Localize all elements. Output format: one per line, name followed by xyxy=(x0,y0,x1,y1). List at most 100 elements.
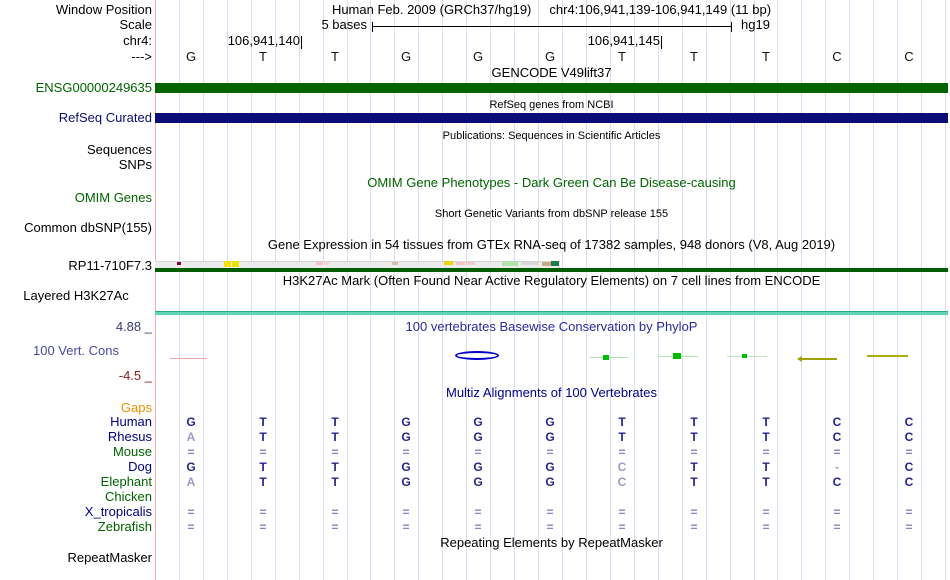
grid-line xyxy=(394,0,395,580)
alignment-base: G xyxy=(473,415,483,429)
grid-line xyxy=(418,0,419,580)
repeatmasker-track-title[interactable]: Repeating Elements by RepeatMasker xyxy=(440,535,663,550)
alignment-base: = xyxy=(259,505,267,519)
refseq-track-title[interactable]: RefSeq genes from NCBI xyxy=(489,99,614,111)
refseq-item-label[interactable]: RefSeq Curated xyxy=(58,110,152,125)
ruler-base: C xyxy=(904,49,914,64)
coord-left: 106,941,140 xyxy=(227,33,300,48)
gencode-item-label[interactable]: ENSG00000249635 xyxy=(35,80,152,95)
publications-item-sequences[interactable]: Sequences xyxy=(86,142,152,157)
gtex-expression-tick xyxy=(392,262,398,265)
gtex-item-label[interactable]: RP11-710F7.3 xyxy=(68,258,152,273)
alignment-base: G xyxy=(401,415,411,429)
alignment-base: = xyxy=(474,445,482,459)
position-text: chr4:106,941,139-106,941,149 (11 bp) xyxy=(549,2,772,17)
grid-line xyxy=(801,0,802,580)
gtex-transcript-bar[interactable] xyxy=(155,268,948,272)
grid-line xyxy=(179,0,180,580)
conservation-min-label: -4.5 _ xyxy=(118,368,152,383)
h3k27ac-track-title[interactable]: H3K27Ac Mark (Often Found Near Active Re… xyxy=(282,273,821,288)
alignment-base: = xyxy=(331,520,339,534)
conservation-arrowhead xyxy=(797,356,802,362)
alignment-base: T xyxy=(331,415,339,429)
species-label-x_tropicalis[interactable]: X_tropicalis xyxy=(84,504,152,519)
grid-line xyxy=(777,0,778,580)
refseq-transcript-bar[interactable] xyxy=(155,113,948,123)
gtex-expression-tick xyxy=(456,262,465,265)
alignment-base: G xyxy=(186,460,196,474)
alignment-base: = xyxy=(618,445,626,459)
alignment-base: G xyxy=(473,475,483,489)
position-title: Human Feb. 2009 (GRCh37/hg19) chr4:106,94… xyxy=(155,3,948,17)
alignment-base: G xyxy=(186,415,196,429)
grid-line xyxy=(658,0,659,580)
species-label-human[interactable]: Human xyxy=(110,414,152,429)
grid-line xyxy=(610,0,611,580)
grid-line xyxy=(873,0,874,580)
gencode-track-title[interactable]: GENCODE V49lift37 xyxy=(491,65,612,80)
alignment-base: G xyxy=(401,460,411,474)
alignment-base: = xyxy=(833,520,841,534)
gtex-track-title[interactable]: Gene Expression in 54 tissues from GTEx … xyxy=(267,237,836,252)
alignment-base: T xyxy=(259,460,267,474)
h3k27ac-item-label[interactable]: Layered H3K27Ac xyxy=(23,288,129,303)
alignment-base: = xyxy=(187,520,195,534)
multiz-gaps-label[interactable]: Gaps xyxy=(120,400,152,415)
grid-line xyxy=(706,0,707,580)
gtex-expression-band[interactable] xyxy=(155,261,560,268)
scale-bar-line xyxy=(373,26,731,27)
scale-bar xyxy=(372,22,732,32)
alignment-base: = xyxy=(402,445,410,459)
scale-value: 5 bases xyxy=(321,17,367,32)
omim-item-label[interactable]: OMIM Genes xyxy=(74,190,152,205)
gtex-expression-tick xyxy=(542,262,551,266)
alignment-base: = xyxy=(762,505,770,519)
species-label-chicken[interactable]: Chicken xyxy=(105,489,152,504)
grid-line xyxy=(538,0,539,580)
grid-line xyxy=(442,0,443,580)
alignment-base: C xyxy=(617,475,627,489)
repeatmasker-item-label[interactable]: RepeatMasker xyxy=(67,550,152,565)
coord-right: 106,941,145 xyxy=(587,33,660,48)
alignment-base: = xyxy=(833,445,841,459)
alignment-base: = xyxy=(187,445,195,459)
species-label-zebrafish[interactable]: Zebrafish xyxy=(97,519,152,534)
alignment-base: G xyxy=(473,430,483,444)
alignment-base: = xyxy=(546,505,554,519)
species-label-elephant[interactable]: Elephant xyxy=(100,474,152,489)
grid-line xyxy=(299,0,300,580)
alignment-base: = xyxy=(905,445,913,459)
conservation-bar-mark xyxy=(673,353,681,359)
gencode-transcript-bar[interactable] xyxy=(155,83,948,93)
grid-line xyxy=(586,0,587,580)
assembly-short-label: hg19 xyxy=(741,17,770,32)
alignment-base: = xyxy=(833,505,841,519)
gtex-expression-tick xyxy=(316,262,323,265)
conservation-line-mark xyxy=(801,358,837,360)
ruler-base: G xyxy=(400,49,412,64)
gtex-expression-tick xyxy=(232,261,239,267)
dbsnp-track-title[interactable]: Short Genetic Variants from dbSNP releas… xyxy=(434,208,669,220)
h3k27ac-signal-line[interactable] xyxy=(155,311,948,315)
conservation-track-title[interactable]: 100 vertebrates Basewise Conservation by… xyxy=(405,319,698,334)
snps-item-label[interactable]: SNPs xyxy=(118,157,152,172)
dbsnp-item-label[interactable]: Common dbSNP(155) xyxy=(24,220,152,235)
omim-track-title[interactable]: OMIM Gene Phenotypes - Dark Green Can Be… xyxy=(367,175,736,190)
alignment-base: G xyxy=(545,475,555,489)
conservation-item-label[interactable]: 100 Vert. Cons xyxy=(33,343,119,358)
species-label-dog[interactable]: Dog xyxy=(128,459,152,474)
alignment-base: = xyxy=(762,520,770,534)
chrom-label: chr4: xyxy=(123,33,152,48)
alignment-base: G xyxy=(401,475,411,489)
gtex-expression-tick xyxy=(177,262,181,265)
grid-line xyxy=(730,0,731,580)
gtex-expression-tick xyxy=(551,261,559,266)
alignment-base: C xyxy=(904,460,914,474)
alignment-base: = xyxy=(187,505,195,519)
gtex-expression-tick xyxy=(224,261,231,267)
species-label-rhesus[interactable]: Rhesus xyxy=(107,429,152,444)
grid-line xyxy=(466,0,467,580)
multiz-track-title[interactable]: Multiz Alignments of 100 Vertebrates xyxy=(445,385,657,400)
publications-track-title[interactable]: Publications: Sequences in Scientific Ar… xyxy=(442,130,661,142)
species-label-mouse[interactable]: Mouse xyxy=(112,444,152,459)
